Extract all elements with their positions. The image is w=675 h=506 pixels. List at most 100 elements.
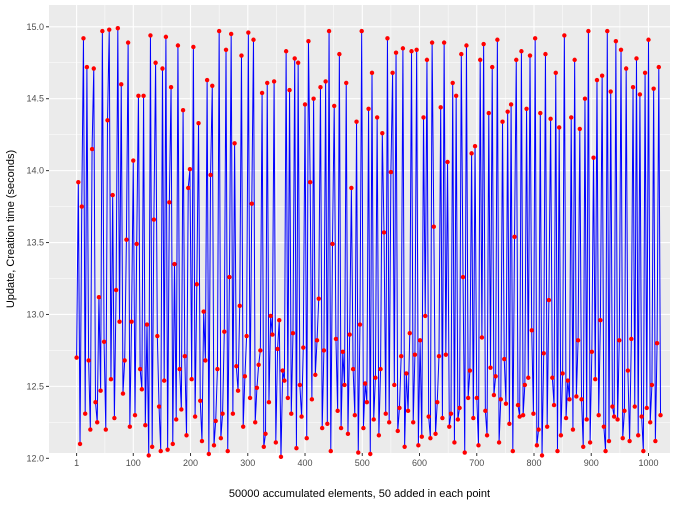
data-point — [196, 120, 201, 126]
data-point — [89, 146, 95, 152]
x-tick-label: 700 — [469, 458, 484, 468]
data-point — [450, 80, 455, 86]
data-point — [258, 348, 263, 353]
data-point — [514, 57, 519, 63]
data-point — [594, 77, 600, 83]
data-point — [361, 425, 366, 431]
y-tick-label: 13.0 — [26, 309, 44, 319]
x-tick-label: 300 — [240, 458, 255, 468]
data-point — [98, 388, 103, 393]
data-point — [84, 64, 90, 70]
data-point — [400, 46, 406, 51]
data-point — [253, 420, 258, 425]
data-point — [225, 448, 230, 454]
data-point — [524, 106, 529, 111]
data-point — [620, 435, 625, 441]
data-point — [210, 83, 215, 88]
data-point — [435, 400, 440, 405]
data-point — [347, 332, 352, 337]
data-point — [356, 450, 361, 455]
data-point — [110, 192, 115, 198]
data-point — [632, 404, 637, 409]
y-axis-ticks: 12.0 12.5 13.0 13.5 14.0 14.5 15.0 — [26, 22, 49, 463]
data-point — [232, 141, 237, 146]
data-point — [512, 234, 517, 239]
data-point — [550, 375, 555, 380]
data-point — [457, 405, 462, 411]
data-point — [161, 378, 167, 383]
data-point — [611, 414, 617, 419]
data-point — [519, 49, 524, 54]
x-tick-label: 500 — [355, 458, 370, 468]
data-point — [483, 408, 488, 414]
data-point — [477, 57, 483, 63]
data-point — [436, 353, 442, 359]
data-point — [555, 448, 560, 454]
data-point — [599, 73, 605, 78]
data-point — [586, 28, 591, 34]
data-point — [622, 408, 627, 414]
data-point — [515, 402, 521, 408]
data-point — [143, 423, 148, 428]
data-point — [405, 408, 411, 414]
data-point — [388, 169, 394, 175]
data-point — [481, 41, 486, 47]
y-tick-label: 15.0 — [26, 22, 44, 32]
data-point — [287, 87, 292, 93]
data-point — [108, 376, 114, 382]
data-point — [124, 237, 129, 242]
data-point — [211, 443, 217, 448]
data-point — [460, 274, 466, 280]
data-point — [411, 420, 416, 425]
data-point — [538, 110, 543, 116]
data-point — [156, 404, 162, 409]
data-point — [268, 313, 273, 319]
data-point — [330, 241, 335, 247]
data-point — [107, 27, 112, 32]
data-point — [283, 49, 289, 54]
data-point — [424, 57, 430, 63]
data-point — [237, 303, 242, 309]
data-point — [184, 433, 189, 438]
data-point — [333, 336, 339, 342]
data-point — [349, 185, 354, 191]
data-point — [634, 56, 639, 61]
data-point — [495, 37, 500, 42]
data-point — [144, 322, 150, 327]
data-point — [240, 424, 246, 429]
x-tick-label: 100 — [126, 458, 141, 468]
data-point — [500, 119, 505, 124]
data-point — [376, 433, 382, 438]
data-point — [654, 341, 660, 346]
data-point — [428, 435, 433, 441]
data-point — [534, 443, 540, 448]
data-point — [433, 431, 438, 437]
data-point — [306, 38, 311, 44]
x-tick-label: 1000 — [638, 458, 658, 468]
data-point — [649, 382, 655, 388]
data-point — [354, 119, 359, 124]
data-point — [137, 366, 143, 372]
data-point — [301, 345, 306, 350]
data-point — [316, 296, 321, 301]
data-point — [115, 26, 121, 31]
data-point — [328, 448, 333, 454]
data-point — [522, 382, 528, 388]
data-point — [565, 378, 570, 383]
data-point — [239, 53, 244, 58]
data-point — [605, 28, 610, 34]
y-tick-label: 14.0 — [26, 166, 44, 176]
data-point — [613, 38, 619, 44]
data-point — [469, 151, 474, 156]
data-point — [390, 70, 395, 76]
data-point — [618, 47, 624, 53]
data-point — [532, 36, 538, 41]
y-axis-title: Update, Creation time (seconds) — [5, 150, 17, 308]
data-point — [385, 36, 390, 41]
data-point — [218, 435, 224, 441]
data-point — [165, 447, 170, 452]
data-point — [615, 417, 620, 422]
data-point — [517, 414, 522, 419]
data-point — [548, 116, 553, 122]
